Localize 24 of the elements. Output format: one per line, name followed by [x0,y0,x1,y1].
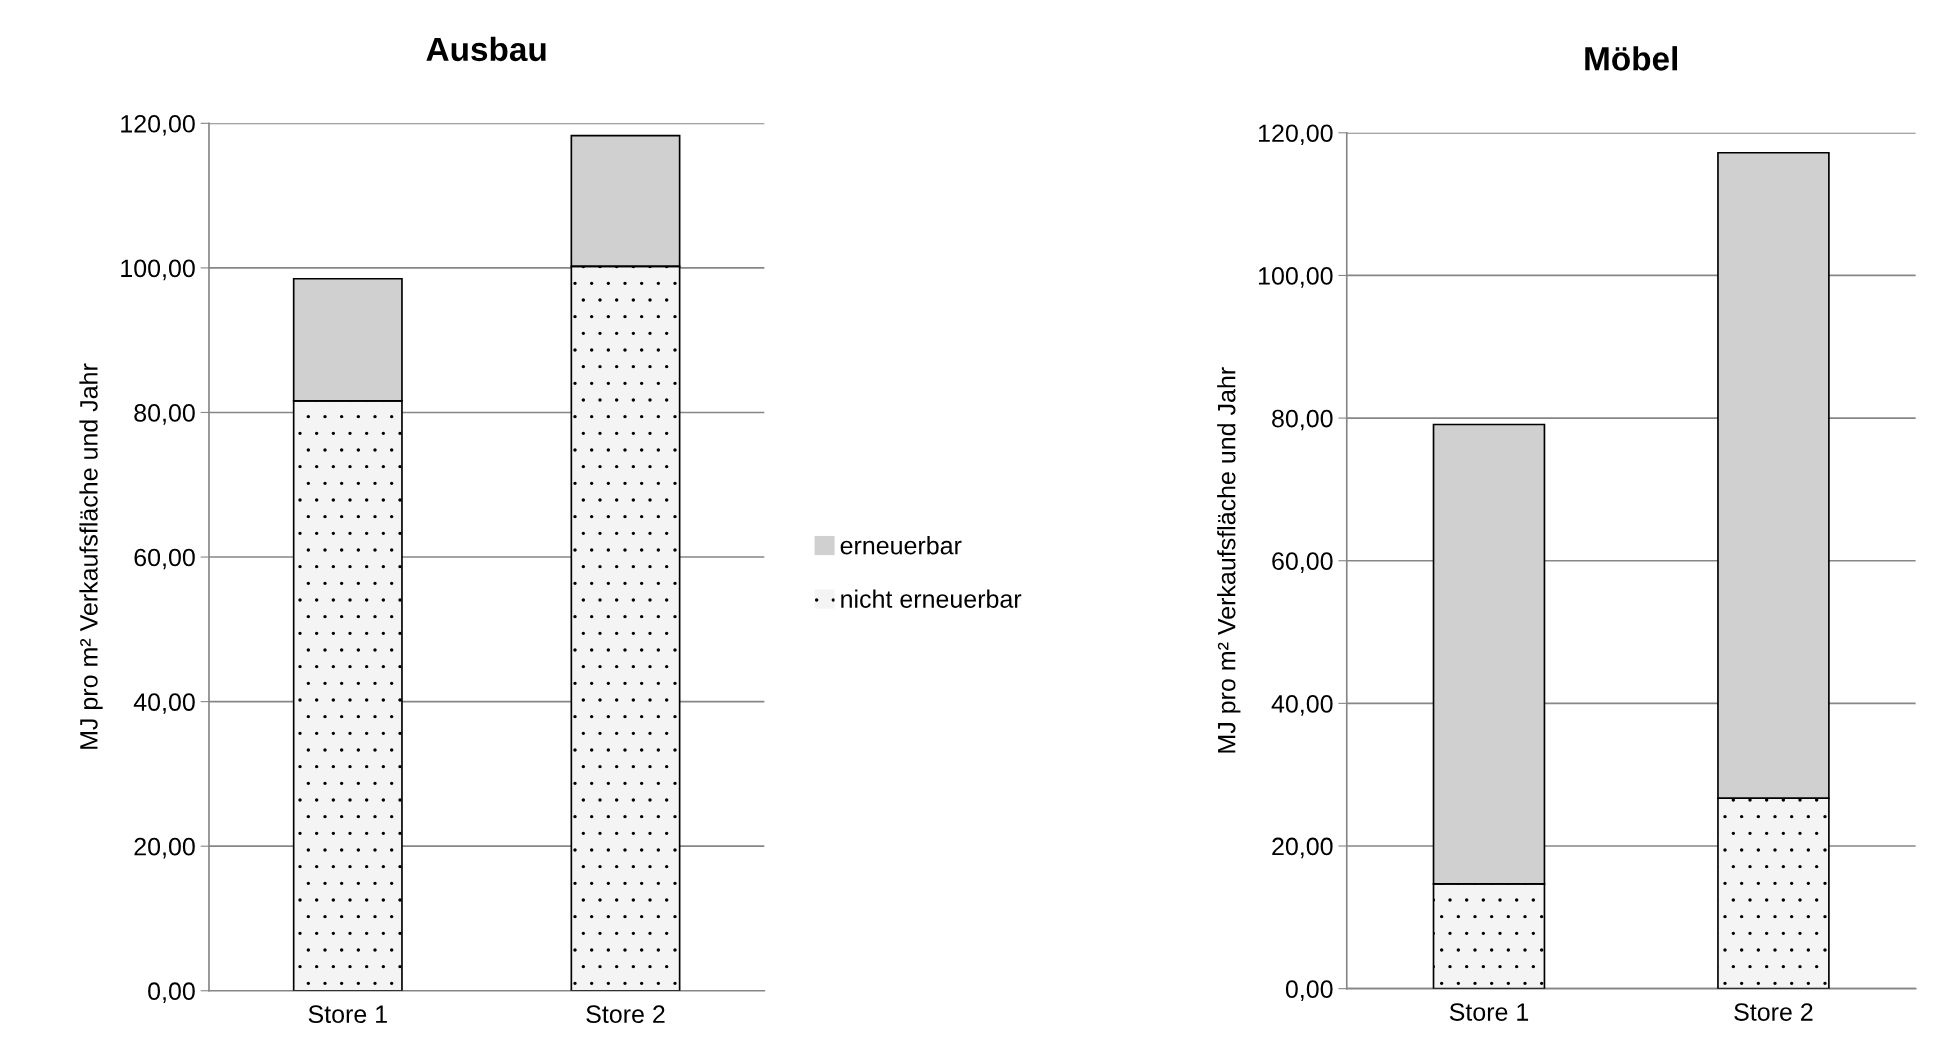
y-axis-title: MJ pro m² Verkaufsfläche und Jahr [1217,367,1241,753]
y-tick-label: 60,00 [134,548,195,570]
y-tick-label: 100,00 [121,259,195,281]
x-tick-label: Store 2 [586,1005,665,1024]
y-tick-label: 120,00 [121,114,195,136]
y-tick-label: 80,00 [134,404,195,425]
x-tick-label: Store 2 [1734,1003,1813,1021]
y-tick-label: 100,00 [1259,267,1333,288]
y-tick-label: 60,00 [1272,552,1333,573]
y-axis-title: MJ pro m² Verkaufsfläche und Jahr [79,363,103,749]
y-tick-label: 80,00 [1272,409,1333,431]
y-tick-label: 20,00 [134,837,195,859]
y-tick-label: 40,00 [1271,694,1333,716]
y-tick-label: 40,00 [133,693,195,714]
x-tick-label: Store 1 [308,1005,387,1024]
y-tick-label: 120,00 [1259,124,1333,146]
y-tick-label: 0,00 [1285,980,1333,1001]
y-tick-label: 0,00 [148,982,195,1004]
legend-label: erneuerbar [840,536,962,555]
x-tick-label: Store 1 [1449,1003,1529,1021]
chart-title: Möbel [1585,46,1677,71]
legend-label: nicht erneuerbar [841,589,1022,608]
chart-title: Ausbau [426,36,546,62]
y-tick-label: 20,00 [1272,837,1333,859]
